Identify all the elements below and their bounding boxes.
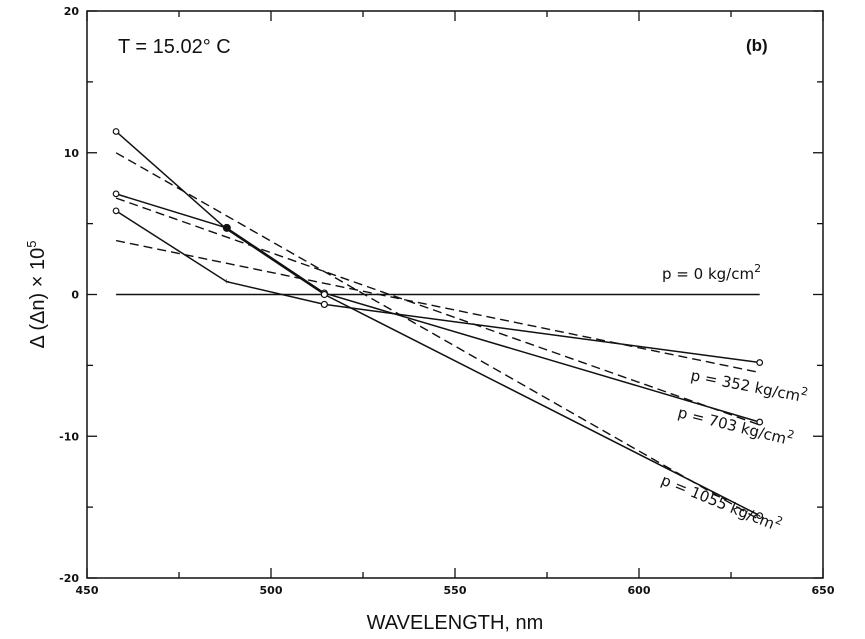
fit-line-5 bbox=[115, 197, 760, 426]
x-tick-label: 600 bbox=[628, 584, 651, 597]
y-axis-label-exponent: 5 bbox=[24, 241, 39, 248]
series-label-p703: p = 703 kg/cm2 bbox=[676, 401, 796, 450]
series-line-2 bbox=[115, 193, 760, 423]
y-tick-label: 10 bbox=[64, 147, 80, 160]
data-point bbox=[112, 190, 120, 198]
y-axis-label: Δ (Δn) × 105 bbox=[24, 241, 49, 349]
series-label-p0-text: p = 0 kg/cm bbox=[662, 265, 754, 283]
series-label-p1055: p = 1055 kg/cm2 bbox=[659, 468, 785, 535]
series-label-p1055-exp: 2 bbox=[773, 513, 784, 528]
data-point-cross: + bbox=[224, 277, 229, 287]
series-label-p0: p = 0 kg/cm2 bbox=[662, 262, 761, 283]
series-label-p1055-text: p = 1055 kg/cm bbox=[659, 471, 778, 533]
x-tick-label: 450 bbox=[76, 584, 99, 597]
x-tick-label: 550 bbox=[444, 584, 467, 597]
data-point bbox=[112, 128, 120, 135]
data-point bbox=[320, 300, 328, 309]
series-label-p352-exp: 2 bbox=[800, 385, 809, 399]
data-point bbox=[112, 207, 120, 215]
y-tick-label: 20 bbox=[64, 5, 80, 18]
x-axis-label: WAVELENGTH, nm bbox=[367, 612, 544, 634]
data-point bbox=[756, 418, 764, 426]
y-tick-label: -10 bbox=[59, 430, 79, 443]
axis-tick-labels: 450 500 550 600 650 -20 -10 0 10 20 bbox=[59, 5, 835, 597]
y-tick-label: 0 bbox=[71, 289, 79, 302]
axis-ticks bbox=[86, 10, 824, 579]
data-point bbox=[756, 359, 764, 366]
data-point-filled bbox=[222, 223, 231, 232]
y-axis-label-text: Δ (Δn) × 10 bbox=[27, 248, 49, 349]
series-label-p703-exp: 2 bbox=[786, 427, 796, 441]
fit-line-6 bbox=[115, 152, 761, 521]
point-markers: + bbox=[112, 128, 764, 520]
y-tick-label: -20 bbox=[59, 572, 79, 585]
series-layer bbox=[115, 130, 761, 521]
data-point bbox=[756, 512, 764, 520]
x-tick-label: 500 bbox=[260, 584, 283, 597]
series-label-p352-text: p = 352 kg/cm bbox=[689, 366, 802, 405]
x-tick-label: 650 bbox=[812, 584, 835, 597]
series-label-p0-exp: 2 bbox=[754, 262, 761, 275]
temperature-annotation: T = 15.02° C bbox=[118, 36, 231, 58]
fit-line-4 bbox=[115, 239, 760, 374]
series-line-3 bbox=[115, 130, 761, 517]
data-point bbox=[320, 290, 328, 299]
panel-label: (b) bbox=[746, 36, 768, 55]
series-label-p703-text: p = 703 kg/cm bbox=[676, 403, 788, 447]
series-line-1 bbox=[115, 210, 760, 364]
